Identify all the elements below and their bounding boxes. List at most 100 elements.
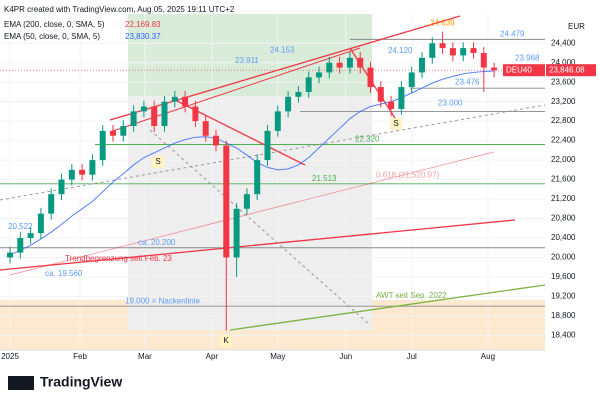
candle-body [264, 130, 271, 161]
candle-body [398, 87, 405, 109]
indicator-value: 22,169.83 [125, 20, 161, 29]
grid [0, 14, 545, 350]
candle-body [223, 145, 230, 258]
y-tick-label: 24,400 [551, 38, 576, 47]
y-tick-label: 20,400 [551, 233, 576, 242]
level-label: 21.513 [312, 174, 337, 183]
y-tick-label: 21,200 [551, 194, 576, 203]
y-tick-label: 22,400 [551, 136, 576, 145]
candle-body [17, 238, 24, 253]
y-tick-label: 21,600 [551, 175, 576, 184]
candle-body [89, 160, 96, 175]
y-tick-label: 18,800 [551, 311, 576, 320]
candle-body [110, 130, 116, 136]
candle-body [37, 213, 44, 234]
y-tick-label: 19,600 [551, 272, 576, 281]
level-label: 22.320 [355, 135, 380, 144]
annotation: AWT seit Sep. 2022 [376, 291, 447, 300]
candle-body [326, 62, 333, 73]
candle-body [377, 87, 384, 102]
y-tick-label: 20,000 [551, 253, 576, 262]
x-tick-label: Aug [481, 352, 495, 361]
annotation-badge [220, 335, 232, 347]
candle-body [68, 169, 75, 180]
candle-body [140, 106, 147, 112]
logo-icon [8, 376, 34, 390]
channel-line [109, 15, 461, 121]
y-tick-label: 23,600 [551, 77, 576, 86]
candle-body [213, 135, 219, 146]
x-tick-label: Jul [407, 352, 417, 361]
candle-body [182, 96, 189, 107]
candle-body [7, 252, 13, 258]
level-label: 0.618 (21,520.97) [376, 171, 439, 180]
candle-body [491, 67, 498, 71]
dashed-trend [0, 104, 546, 201]
candle-body [58, 179, 65, 195]
y-tick-label: 23,200 [551, 97, 576, 106]
x-tick-label: Feb [73, 352, 87, 361]
candle-body [202, 121, 209, 136]
x-tick-label: 2025 [1, 352, 19, 361]
level-label: 24.639 [430, 19, 455, 28]
y-tick-label: 24,000 [551, 58, 576, 67]
symbol-tag-label: DEU40 [506, 65, 532, 74]
price-tag [546, 64, 596, 77]
level-label: 20.522 [8, 222, 33, 231]
price-tag-label: 23,846.08 [549, 65, 585, 74]
y-tick-label: 22,000 [551, 155, 576, 164]
candle-body [470, 48, 477, 53]
candle-body [460, 48, 467, 56]
level-label: 24.120 [388, 46, 413, 55]
annotation: S [393, 119, 398, 128]
candle-body [429, 43, 436, 58]
level-label: 23.476 [455, 77, 480, 86]
annotation-badge [152, 156, 164, 168]
x-tick-label: Apr [206, 352, 219, 361]
x-tick-label: Jun [339, 352, 352, 361]
ema-line [9, 70, 495, 256]
x-tick-label: May [270, 352, 285, 361]
level-label: 24.479 [500, 29, 525, 38]
header: K4PR created with TradingView.com, Aug 0… [4, 5, 235, 14]
candle-body [130, 111, 137, 126]
annotation: K [223, 336, 229, 345]
fib-line [149, 129, 371, 326]
level-label: 23.911 [235, 56, 259, 65]
level-label: 24.153 [270, 45, 295, 54]
y-tick-label: 19,200 [551, 292, 576, 301]
candle-body [419, 57, 425, 73]
y-tick-label: 22,800 [551, 116, 576, 125]
trend-line [0, 219, 516, 271]
candle-body [357, 57, 364, 68]
candle-body [151, 106, 158, 126]
x-tick-label: Mar [138, 352, 152, 361]
level-label: 19.000 = Nackenlinie [125, 296, 200, 305]
candle-body [346, 57, 353, 68]
candle-body [480, 52, 487, 68]
candle-body [79, 169, 86, 175]
candles [7, 31, 498, 331]
candle-body [99, 130, 106, 161]
candle-body [336, 62, 343, 68]
candle-body [408, 72, 415, 88]
level-label: ca. 20.200 [138, 238, 176, 247]
indicator-value: 23,830.37 [125, 32, 161, 41]
ema-line [9, 151, 495, 276]
indicator-name: EMA (50, close, 0, SMA, 5) [4, 32, 100, 41]
candle-body [274, 111, 281, 131]
level-label: ca. 19.560 [45, 269, 83, 278]
candle-body [120, 126, 127, 136]
footer-logo: TradingView [40, 374, 122, 390]
candle-body [171, 96, 178, 102]
candle-body [192, 106, 199, 122]
range-box-green [128, 14, 372, 96]
annotation-badge [390, 118, 402, 130]
candle-body [27, 233, 34, 238]
indicator-name: EMA (200, close, 0, SMA, 5) [4, 20, 105, 29]
candle-body [243, 194, 250, 209]
candle-body [449, 48, 456, 56]
annotation: S [155, 157, 160, 166]
